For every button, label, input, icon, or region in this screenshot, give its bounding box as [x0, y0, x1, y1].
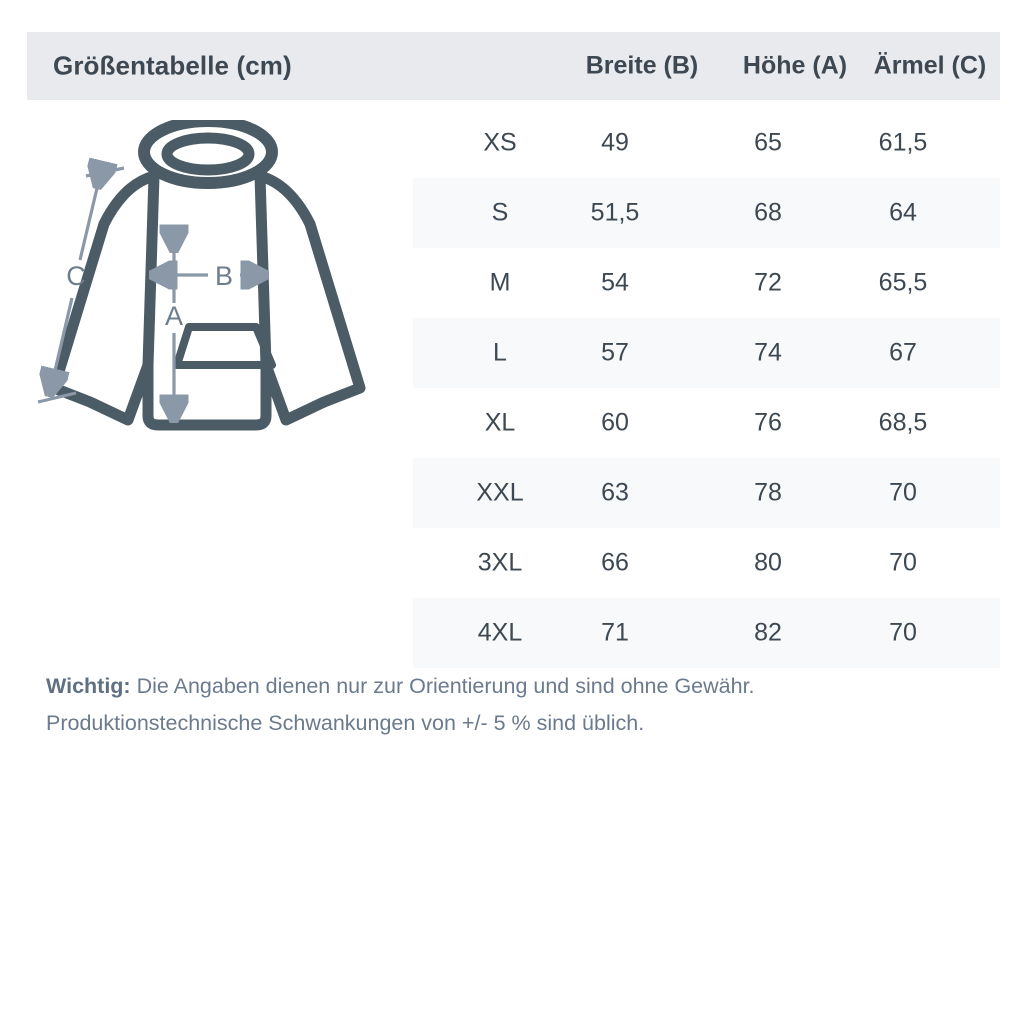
dimension-label-c: C — [66, 261, 86, 291]
footnote: Wichtig: Die Angaben dienen nur zur Orie… — [46, 668, 996, 742]
pocket-outline — [173, 323, 276, 369]
cell-breite: 66 — [601, 548, 629, 577]
cell-aermel: 70 — [889, 548, 917, 577]
cell-size: XXL — [476, 478, 524, 507]
dimension-label-b: B — [215, 261, 233, 291]
hoodie-body-outline — [48, 170, 366, 431]
cell-aermel: 70 — [889, 618, 917, 647]
cell-breite: 71 — [601, 618, 629, 647]
cell-breite: 60 — [601, 408, 629, 437]
cell-breite: 57 — [601, 338, 629, 367]
cell-hoehe: 80 — [754, 548, 782, 577]
table-row[interactable]: XS 49 65 61,5 — [413, 108, 1000, 178]
cell-aermel: 70 — [889, 478, 917, 507]
footnote-strong: Wichtig: — [46, 674, 131, 698]
table-row[interactable]: XL 60 76 68,5 — [413, 388, 1000, 458]
size-table: XS 49 65 61,5 S 51,5 68 64 M 54 72 65,5 … — [413, 108, 1000, 668]
cell-hoehe: 76 — [754, 408, 782, 437]
column-header-aermel: Ärmel (C) — [873, 51, 987, 80]
dimension-label-a: A — [165, 301, 183, 331]
cell-size: S — [491, 198, 509, 227]
cell-hoehe: 65 — [754, 128, 782, 157]
footnote-line-1: Die Angaben dienen nur zur Orientierung … — [130, 674, 755, 698]
dimension-arrow-c-upper — [78, 184, 98, 261]
cell-breite: 54 — [601, 268, 629, 297]
cell-size: 3XL — [477, 548, 523, 577]
table-row[interactable]: M 54 72 65,5 — [413, 248, 1000, 318]
page-title: Größentabelle (cm) — [53, 50, 292, 81]
cell-hoehe: 74 — [754, 338, 782, 367]
cell-size: XS — [483, 128, 517, 157]
cell-breite: 63 — [601, 478, 629, 507]
cell-size: L — [493, 338, 507, 367]
table-row[interactable]: L 57 74 67 — [413, 318, 1000, 388]
dimension-lines — [38, 168, 264, 418]
cell-aermel: 64 — [889, 198, 917, 227]
cell-aermel: 65,5 — [878, 268, 928, 297]
cell-hoehe: 72 — [754, 268, 782, 297]
cell-size: XL — [484, 408, 516, 437]
cell-breite: 51,5 — [590, 198, 640, 227]
table-header-band: Größentabelle (cm) Breite (B) Höhe (A) Ä… — [27, 32, 1000, 100]
cell-breite: 49 — [601, 128, 629, 157]
cell-aermel: 61,5 — [878, 128, 928, 157]
cell-hoehe: 82 — [754, 618, 782, 647]
cell-aermel: 68,5 — [878, 408, 928, 437]
hood-icon — [138, 120, 278, 189]
table-row[interactable]: 3XL 66 80 70 — [413, 528, 1000, 598]
table-row[interactable]: S 51,5 68 64 — [413, 178, 1000, 248]
cell-aermel: 67 — [889, 338, 917, 367]
footnote-line-2: Produktionstechnische Schwankungen von +… — [46, 711, 645, 735]
dimension-arrow-c-lower — [50, 297, 74, 392]
cell-hoehe: 68 — [754, 198, 782, 227]
hoodie-diagram: A B C — [28, 120, 408, 460]
dimension-tick-c-top — [85, 166, 125, 178]
cell-hoehe: 78 — [754, 478, 782, 507]
dimension-tick-c-bottom — [37, 391, 77, 404]
table-row[interactable]: 4XL 71 82 70 — [413, 598, 1000, 668]
table-row[interactable]: XXL 63 78 70 — [413, 458, 1000, 528]
column-header-breite: Breite (B) — [585, 51, 699, 80]
cell-size: 4XL — [477, 618, 523, 647]
column-header-hoehe: Höhe (A) — [742, 51, 848, 80]
cell-size: M — [489, 268, 511, 297]
